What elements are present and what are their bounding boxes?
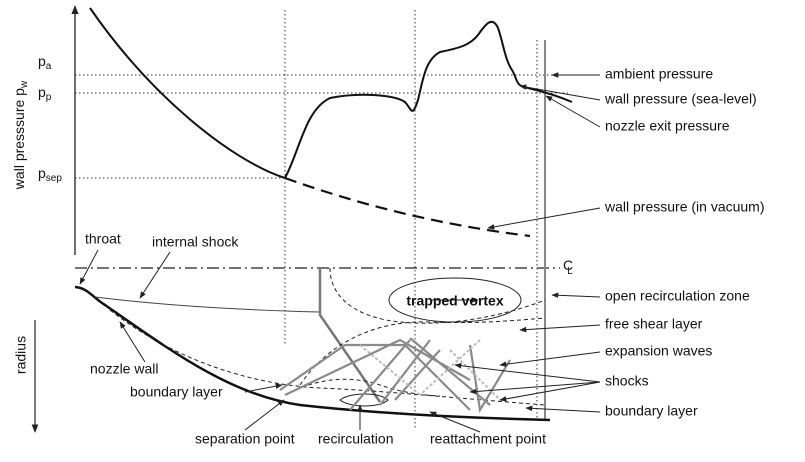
expansion-pattern [359, 339, 501, 401]
y-axis-label: wall presssure pw [11, 80, 30, 190]
leader [487, 207, 601, 230]
annotation: nozzle wall [90, 361, 158, 377]
pa-label: pa [38, 53, 52, 72]
annotation: trapped vortex [406, 293, 503, 309]
leader [469, 381, 601, 395]
nozzle-wall [74, 285, 551, 422]
sub: sep [46, 173, 63, 184]
separation-shock [318, 268, 382, 403]
annotation: expansion waves [605, 343, 712, 359]
annotation: recirculation [318, 431, 393, 447]
y-axis-text: wall presssure p [11, 88, 27, 190]
pp-label: pp [38, 84, 52, 103]
boundary-layer-edge [109, 309, 546, 406]
recirculation-bubble [339, 393, 389, 407]
radius-label: radius [13, 336, 29, 374]
symbol: p [38, 165, 46, 181]
sea-level-pressure-curve [89, 7, 573, 180]
reference-lines [75, 10, 592, 430]
leader [79, 249, 99, 285]
annotation: nozzle exit pressure [605, 118, 730, 134]
curves [74, 7, 573, 422]
symbol: p [38, 53, 46, 69]
leader [499, 381, 601, 402]
leader [545, 95, 601, 128]
annotation: boundary layer [605, 403, 698, 419]
y-axis-sub: w [19, 80, 30, 89]
annotation: shocks [605, 373, 649, 389]
annotation: free shear layer [605, 316, 703, 332]
centerline-label: CL [563, 257, 573, 277]
leader [519, 324, 601, 333]
leader [139, 251, 171, 299]
leader [551, 292, 601, 299]
labels: wall presssure pw pa pp psep radius CL a… [11, 53, 765, 447]
sub: L [567, 266, 573, 277]
leader [454, 362, 601, 383]
vortex-outline [388, 277, 522, 323]
symbol: C [563, 257, 573, 273]
sub: a [46, 61, 52, 72]
free-shear-layer [299, 317, 546, 386]
annotation: internal shock [152, 234, 239, 250]
annotation: reattachment point [430, 431, 546, 447]
annotation: separation point [195, 431, 295, 447]
annotation: boundary layer [130, 384, 223, 400]
leader [499, 351, 601, 367]
leader [429, 411, 481, 433]
leader [519, 84, 601, 101]
leader [244, 399, 285, 431]
internal-shock [94, 296, 321, 313]
leader [244, 383, 283, 393]
symbol: p [38, 84, 46, 100]
leader [525, 405, 601, 413]
annotation: ambient pressure [605, 66, 713, 82]
vacuum-pressure-curve [284, 176, 531, 238]
leaders [79, 72, 601, 433]
recirculation-boundary [329, 267, 546, 324]
leader [119, 321, 146, 363]
annotation: wall pressure (sea-level) [604, 91, 757, 107]
annotation: open recirculation zone [605, 288, 750, 304]
sub: p [46, 92, 52, 103]
annotation: wall pressure (in vacuum) [604, 199, 765, 215]
shock-pattern [279, 337, 511, 414]
axes [31, 5, 560, 433]
psep-label: psep [38, 165, 62, 184]
annotation: throat [85, 231, 121, 247]
